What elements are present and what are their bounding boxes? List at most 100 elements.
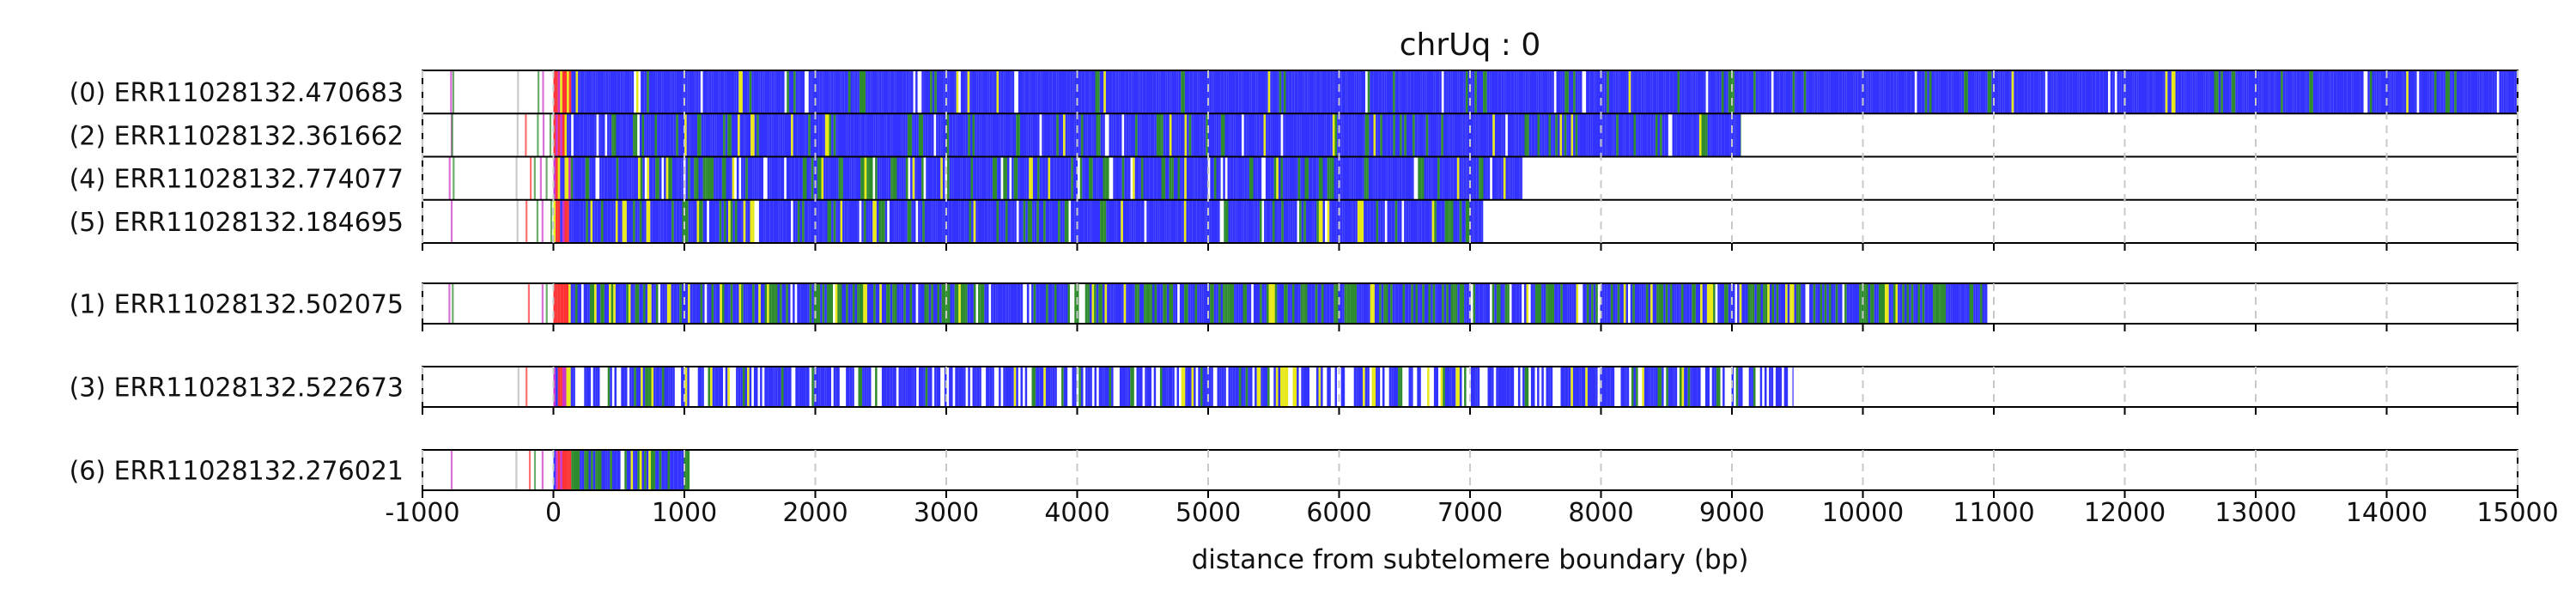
- read-segment: [1413, 283, 1416, 324]
- read-segment: [601, 70, 605, 114]
- read-segment: [1870, 283, 1874, 324]
- read-segment: [911, 199, 914, 243]
- read-segment: [1571, 283, 1574, 324]
- read-segment: [1301, 199, 1304, 243]
- read-segment: [1338, 156, 1341, 200]
- read-segment: [2205, 70, 2208, 114]
- read-segment: [599, 156, 602, 200]
- read-segment: [1069, 113, 1072, 157]
- read-segment: [1766, 367, 1770, 407]
- read-segment: [1426, 156, 1429, 200]
- read-segment: [817, 156, 822, 200]
- read-segment: [1046, 283, 1048, 324]
- read-segment: [1625, 283, 1629, 324]
- read-segment: [1437, 283, 1440, 324]
- read-segment: [775, 199, 779, 243]
- read-segment: [1426, 70, 1431, 114]
- read-segment: [1316, 156, 1319, 200]
- read-segment: [2395, 70, 2398, 114]
- read-segment: [1035, 156, 1038, 200]
- read-segment: [661, 450, 665, 490]
- read-segment: [1629, 367, 1631, 407]
- read-segment: [1135, 113, 1138, 157]
- read-segment: [1027, 367, 1030, 407]
- read-segment: [1336, 199, 1340, 243]
- read-segment: [1242, 70, 1246, 114]
- read-segment: [1483, 283, 1485, 324]
- read-segment: [1260, 283, 1262, 324]
- read-segment: [769, 283, 772, 324]
- read-segment: [981, 113, 984, 157]
- read-segment: [1024, 113, 1027, 157]
- read-segment: [1653, 367, 1656, 407]
- read-segment: [1620, 113, 1624, 157]
- read-segment: [2263, 70, 2266, 114]
- read-segment: [1602, 70, 1605, 114]
- read-segment: [875, 367, 878, 407]
- read-segment: [1782, 367, 1784, 407]
- panels-layer: (0) ERR11028132.470683(2) ERR11028132.36…: [70, 70, 2518, 498]
- read-segment: [1591, 367, 1596, 407]
- read-segment: [793, 70, 796, 114]
- read-segment: [1452, 113, 1455, 157]
- read-segment: [1424, 156, 1427, 200]
- read-segment: [562, 156, 565, 200]
- read-segment: [872, 199, 877, 243]
- read-segment: [1465, 113, 1467, 157]
- read-segment: [901, 156, 904, 200]
- read-segment: [823, 199, 825, 243]
- read-segment: [981, 156, 984, 200]
- read-segment: [1611, 70, 1614, 114]
- read-segment: [1450, 199, 1454, 243]
- read-segment: [984, 283, 987, 324]
- read-segment: [1059, 283, 1061, 324]
- read-segment: [1070, 283, 1072, 324]
- read-segment: [929, 367, 933, 407]
- read-segment: [635, 70, 639, 114]
- read-segment: [1724, 283, 1728, 324]
- read-segment: [974, 70, 977, 114]
- read-segment: [1525, 70, 1528, 114]
- read-segment: [1003, 113, 1005, 157]
- read-segment: [1238, 70, 1242, 114]
- read-segment: [1272, 199, 1275, 243]
- read-segment: [1769, 70, 1771, 114]
- read-segment: [1831, 283, 1834, 324]
- read-segment: [1382, 367, 1385, 407]
- read-segment: [618, 367, 622, 407]
- read-segment: [1461, 283, 1465, 324]
- read-segment: [1358, 156, 1363, 200]
- read-segment: [655, 156, 659, 200]
- read-segment: [1207, 70, 1210, 114]
- read-segment: [760, 283, 765, 324]
- read-segment: [916, 156, 920, 200]
- read-segment: [1243, 199, 1247, 243]
- read-segment: [1151, 283, 1155, 324]
- read-segment: [1232, 367, 1236, 407]
- read-segment: [1702, 283, 1705, 324]
- read-segment: [1299, 113, 1302, 157]
- read-segment: [864, 156, 867, 200]
- read-segment: [1384, 367, 1388, 407]
- read-segment: [831, 199, 834, 243]
- read-segment: [1776, 283, 1779, 324]
- read-segment: [1855, 70, 1858, 114]
- read-segment: [940, 367, 945, 407]
- read-segment: [1097, 156, 1099, 200]
- read-segment: [905, 199, 908, 243]
- read-segment: [877, 70, 879, 114]
- read-segment: [1261, 156, 1266, 200]
- read-segment: [1104, 113, 1109, 157]
- read-segment: [1297, 199, 1300, 243]
- read-segment: [1694, 367, 1698, 407]
- read-segment: [808, 70, 811, 114]
- read-segment: [653, 156, 656, 200]
- read-segment: [1261, 113, 1264, 157]
- read-segment: [980, 199, 985, 243]
- read-segment: [1664, 113, 1668, 157]
- read-segment: [975, 367, 977, 407]
- read-segment: [1188, 283, 1191, 324]
- read-segment: [556, 199, 558, 243]
- read-segment: [652, 199, 657, 243]
- read-segment: [639, 199, 642, 243]
